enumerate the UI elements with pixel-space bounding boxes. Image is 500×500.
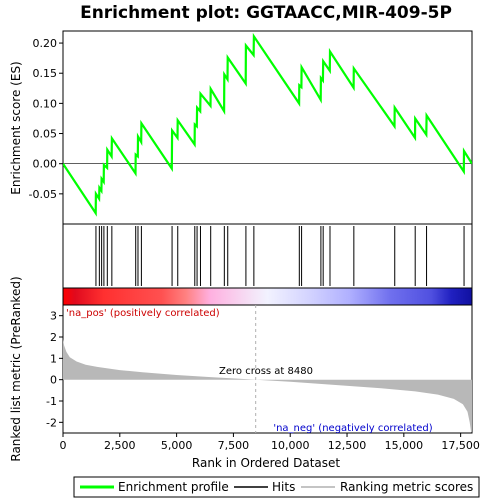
legend-enrichment-profile-label: Enrichment profile <box>118 480 229 494</box>
legend-ranking-metric-label: Ranking metric scores <box>340 480 473 494</box>
metric-panel: 'na_pos' (positively correlated) Zero cr… <box>9 276 473 462</box>
na-pos-label: 'na_pos' (positively correlated) <box>66 308 220 319</box>
es-tick-label: 0.00 <box>33 158 58 171</box>
es-tick-label: -0.05 <box>29 188 57 201</box>
es-tick-label: 0.15 <box>33 67 58 80</box>
x-axis-label: Rank in Ordered Dataset <box>192 456 340 470</box>
metric-tick-label: 1 <box>50 352 57 365</box>
es-panel: -0.05 0.00 0.05 0.10 0.15 0.20 Enrichment sco… <box>9 30 473 225</box>
x-tick-label: 2,500 <box>104 439 136 452</box>
metric-panel-frame <box>62 304 473 434</box>
x-tick-label: 15,000 <box>385 439 424 452</box>
es-panel-frame <box>62 30 473 225</box>
ranking-metric-area <box>63 339 472 432</box>
es-tick-label: 0.10 <box>33 97 58 110</box>
chart-title: Enrichment plot: GGTAACC,MIR-409-5P <box>80 3 452 23</box>
enrichment-profile-line <box>63 32 472 217</box>
hit-markers <box>95 226 465 286</box>
es-tick-label: 0.20 <box>33 37 58 50</box>
metric-axis-label: Ranked list metric (PreRanked) <box>9 276 23 461</box>
x-tick-label: 0 <box>60 439 67 452</box>
na-neg-label: 'na_neg' (negatively correlated) <box>273 423 432 434</box>
zero-cross-label: Zero cross at 8480 <box>219 366 313 377</box>
legend-box <box>73 476 480 498</box>
metric-tick-label: 3 <box>50 310 57 323</box>
es-axis: -0.05 0.00 0.05 0.10 0.15 0.20 <box>29 37 63 201</box>
metric-tick-label: -1 <box>46 395 57 408</box>
metric-tick-label: 0 <box>50 374 57 387</box>
es-axis-label: Enrichment score (ES) <box>9 61 23 194</box>
x-tick-label: 5,000 <box>161 439 193 452</box>
hits-panel-frame <box>62 223 473 289</box>
es-tick-label: 0.05 <box>33 128 58 141</box>
legend: Enrichment profile Hits Ranking metric s… <box>73 476 480 498</box>
x-tick-label: 17,500 <box>441 439 480 452</box>
x-tick-label: 12,500 <box>328 439 367 452</box>
hits-panel <box>62 223 473 289</box>
metric-tick-label: -2 <box>46 416 57 429</box>
ranking-heat-bar <box>62 287 473 306</box>
legend-hits-label: Hits <box>272 480 295 494</box>
x-tick-label: 10,000 <box>271 439 310 452</box>
x-axis: 0 2,500 5,000 7,500 10,000 12,500 15,000 17,500 <box>60 433 480 452</box>
metric-axis: -2 -1 0 1 2 3 <box>46 310 63 429</box>
metric-tick-label: 2 <box>50 331 57 344</box>
x-tick-label: 7,500 <box>218 439 250 452</box>
